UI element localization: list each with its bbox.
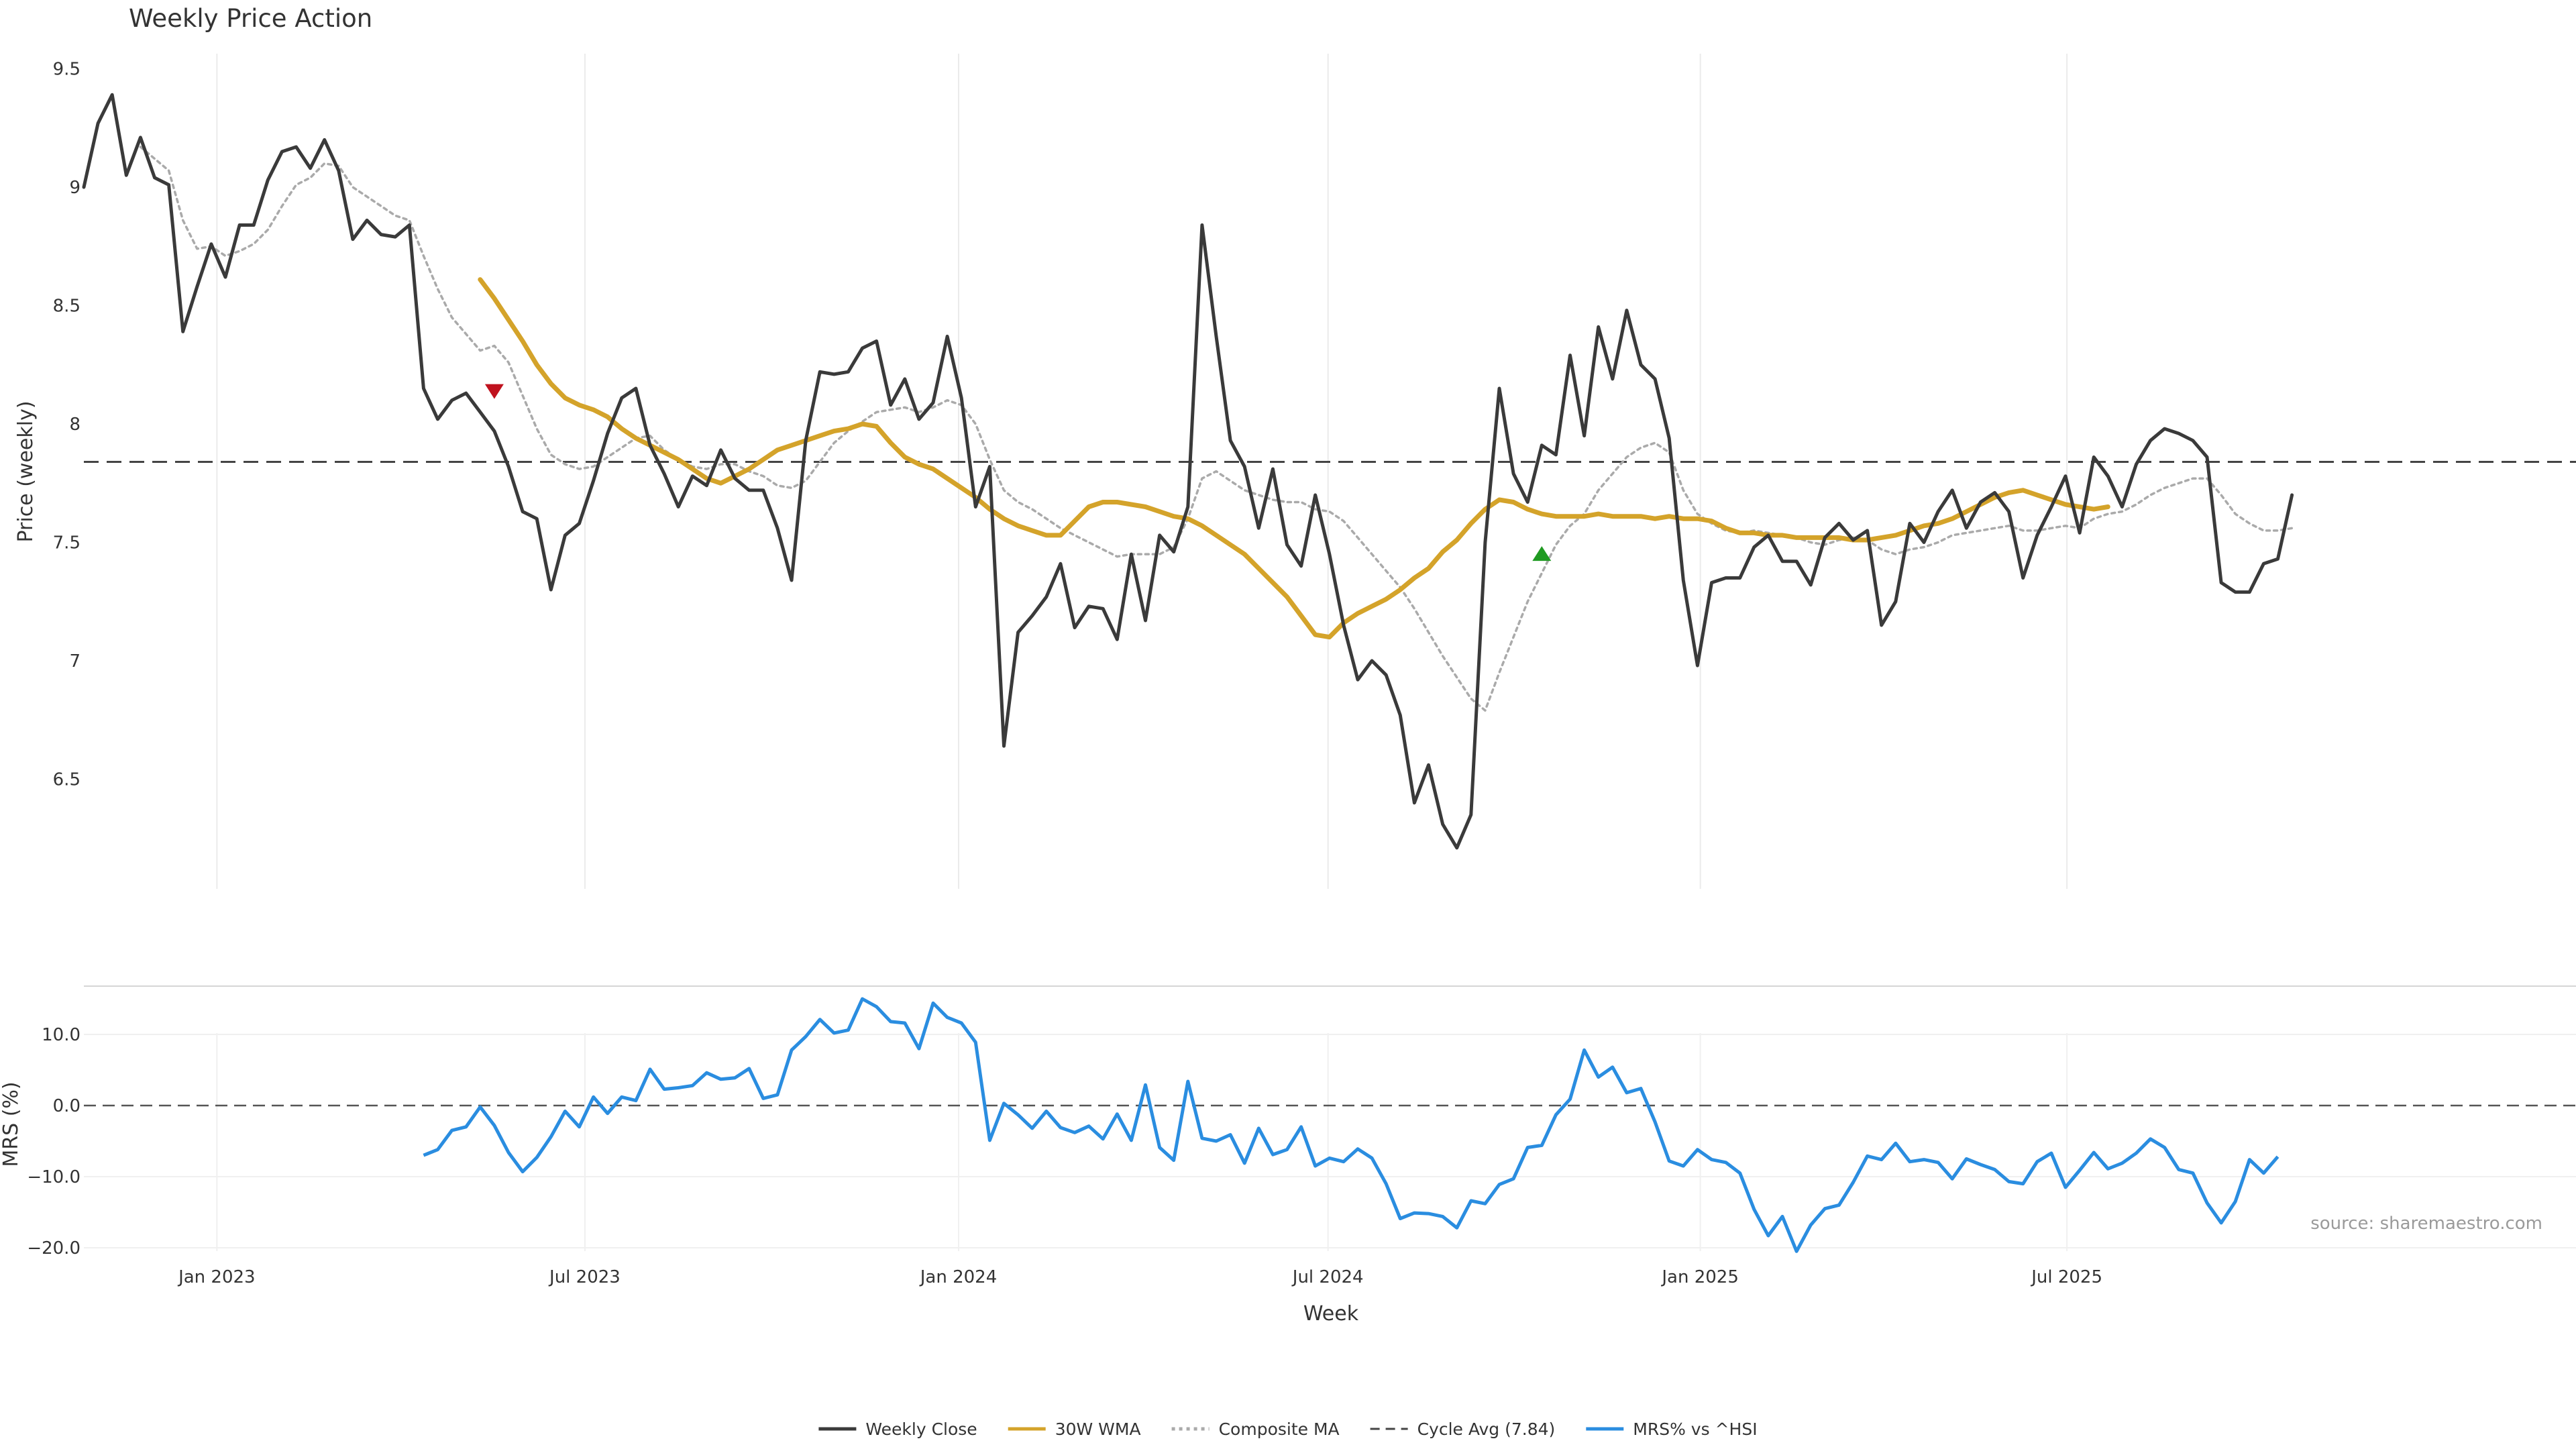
legend-label: 30W WMA <box>1055 1419 1141 1439</box>
price-y-tick-label: 8.5 <box>53 297 80 317</box>
legend: Weekly Close 30W WMA Composite MA Cycle Avg… <box>818 1419 1758 1439</box>
mrs-y-tick-label: 0.0 <box>53 1096 80 1116</box>
x-axis: Jan 2023 Jul 2023 Jan 2024 Jul 2024 Jan 2025… <box>177 1267 2102 1287</box>
price-y-axis-label: Price (weekly) <box>14 400 38 542</box>
x-tick-label: Jul 2025 <box>2030 1267 2102 1287</box>
legend-item: Cycle Avg (7.84) <box>1370 1419 1556 1439</box>
x-tick-label: Jul 2023 <box>548 1267 621 1287</box>
legend-item: MRS% vs ^HSI <box>1586 1419 1758 1439</box>
legend-item: 30W WMA <box>1008 1419 1141 1439</box>
series-30w-wma <box>478 277 2110 640</box>
x-tick-label: Jan 2023 <box>177 1267 256 1287</box>
price-y-tick-label: 7.5 <box>53 533 80 553</box>
x-tick-label: Jan 2024 <box>919 1267 998 1287</box>
legend-item: Weekly Close <box>818 1419 977 1439</box>
x-tick-label: Jul 2024 <box>1291 1267 1364 1287</box>
mrs-y-tick-label: −20.0 <box>27 1238 80 1258</box>
price-y-tick-label: 9 <box>69 178 80 198</box>
price-y-tick-label: 9.5 <box>53 60 80 80</box>
source-credit: source: sharemaestro.com <box>2310 1214 2542 1234</box>
legend-item: Composite MA <box>1171 1419 1340 1439</box>
buy-marker <box>1532 546 1552 561</box>
mrs-y-axis-label: MRS (%) <box>0 1081 23 1167</box>
legend-label: Weekly Close <box>865 1419 977 1439</box>
mrs-y-tick-label: 10.0 <box>42 1025 80 1045</box>
price-chart-title: Weekly Price Action <box>129 4 372 33</box>
series-composite-ma <box>139 146 2294 712</box>
mrs-panel: 10.0 0.0 −10.0 −20.0 <box>27 985 2576 1258</box>
series-weekly-close <box>82 93 2294 850</box>
sell-marker <box>484 384 504 399</box>
x-tick-label: Jan 2025 <box>1660 1267 1739 1287</box>
mrs-y-tick-label: −10.0 <box>27 1167 80 1187</box>
price-y-tick-label: 6.5 <box>53 770 80 790</box>
price-y-tick-label: 7 <box>69 651 80 672</box>
series-mrs-vs-hsi <box>423 997 2279 1253</box>
legend-label: Cycle Avg (7.84) <box>1417 1419 1556 1439</box>
x-axis-label: Week <box>1303 1302 1359 1326</box>
legend-label: Composite MA <box>1219 1419 1340 1439</box>
legend-label: MRS% vs ^HSI <box>1633 1419 1757 1439</box>
price-panel: 9.5 9 8.5 8 7.5 7 6.5 <box>53 54 2576 889</box>
price-y-tick-label: 8 <box>69 415 80 435</box>
